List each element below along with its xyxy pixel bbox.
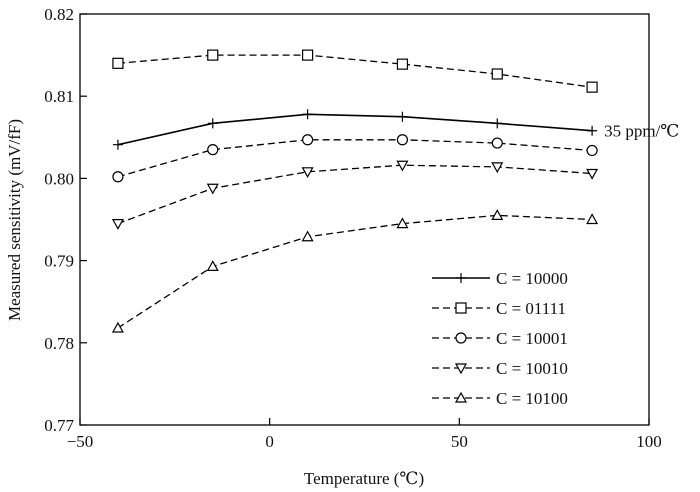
triangle-up-marker	[491, 209, 504, 220]
x-axis: −50 0 50 100	[67, 418, 662, 451]
triangle-up-marker	[586, 213, 599, 225]
square-marker	[302, 49, 314, 61]
triangle-up-marker	[206, 260, 219, 271]
x-tick-label: 0	[265, 432, 274, 451]
circle-marker	[491, 137, 503, 149]
triangle-up-marker	[301, 230, 314, 242]
legend: C = 10000 C = 01111 C = 10001 C = 10010 C = …	[432, 269, 568, 408]
x-tick-label: 50	[451, 432, 468, 451]
triangle-up-marker	[396, 217, 409, 229]
plus-marker	[587, 125, 598, 136]
y-tick-label: 0.79	[44, 252, 74, 271]
square-marker	[396, 58, 409, 70]
legend-item: C = 10001	[432, 329, 568, 348]
y-axis: 0.77 0.78 0.79 0.80 0.81 0.82	[44, 5, 87, 435]
circle-marker	[112, 171, 124, 183]
series-line	[117, 164, 593, 225]
square-marker	[112, 57, 124, 69]
x-axis-title: Temperature (℃)	[304, 469, 424, 488]
series-4	[111, 160, 599, 230]
legend-label: C = 10001	[496, 329, 568, 348]
series-line	[117, 139, 593, 178]
series-3	[112, 134, 598, 183]
plus-marker	[456, 273, 466, 283]
triangle-up-marker	[454, 391, 468, 403]
triangle-down-marker	[454, 363, 468, 375]
slope-annotation: 35 ppm/℃	[604, 122, 679, 141]
plot-frame	[79, 13, 650, 426]
circle-marker	[586, 144, 598, 157]
circle-marker	[396, 134, 409, 146]
triangle-up-marker	[111, 321, 124, 333]
triangle-down-marker	[491, 162, 504, 174]
y-tick-label: 0.77	[44, 416, 74, 435]
triangle-down-marker	[586, 168, 599, 180]
series-line	[117, 113, 593, 146]
series-2	[112, 49, 598, 93]
plus-marker	[207, 118, 218, 129]
legend-item: C = 10000	[432, 269, 568, 288]
series-line	[117, 214, 593, 329]
plus-marker	[397, 111, 408, 122]
triangle-down-marker	[111, 219, 124, 230]
y-tick-label: 0.82	[44, 5, 74, 24]
circle-marker	[207, 144, 219, 156]
square-marker	[455, 302, 467, 314]
x-tick-label: 100	[636, 432, 662, 451]
legend-item: C = 10100	[432, 389, 568, 408]
y-tick-label: 0.80	[44, 169, 74, 188]
plus-marker	[302, 109, 313, 120]
square-marker	[586, 81, 598, 93]
plus-marker	[492, 118, 503, 129]
triangle-down-marker	[396, 160, 409, 172]
legend-label: C = 10010	[496, 359, 568, 378]
square-marker	[207, 49, 219, 61]
circle-marker	[455, 332, 467, 344]
square-marker	[491, 68, 503, 80]
legend-item: C = 01111	[432, 299, 566, 318]
triangle-down-marker	[301, 167, 314, 179]
x-tick-label: −50	[67, 432, 94, 451]
series-1	[112, 109, 598, 150]
series-5	[111, 209, 599, 333]
triangle-down-marker	[206, 183, 219, 195]
y-tick-label: 0.78	[44, 334, 74, 353]
legend-label: C = 01111	[496, 299, 566, 318]
series-layer	[111, 49, 599, 333]
series-line	[117, 54, 593, 88]
legend-label: C = 10100	[496, 389, 568, 408]
legend-item: C = 10010	[432, 359, 568, 378]
plus-marker	[112, 139, 123, 150]
plot-area	[79, 13, 650, 426]
legend-label: C = 10000	[496, 269, 568, 288]
y-axis-title: Measured sensitivity (mV/fF)	[5, 119, 24, 321]
circle-marker	[302, 134, 314, 146]
y-tick-label: 0.81	[44, 87, 74, 106]
